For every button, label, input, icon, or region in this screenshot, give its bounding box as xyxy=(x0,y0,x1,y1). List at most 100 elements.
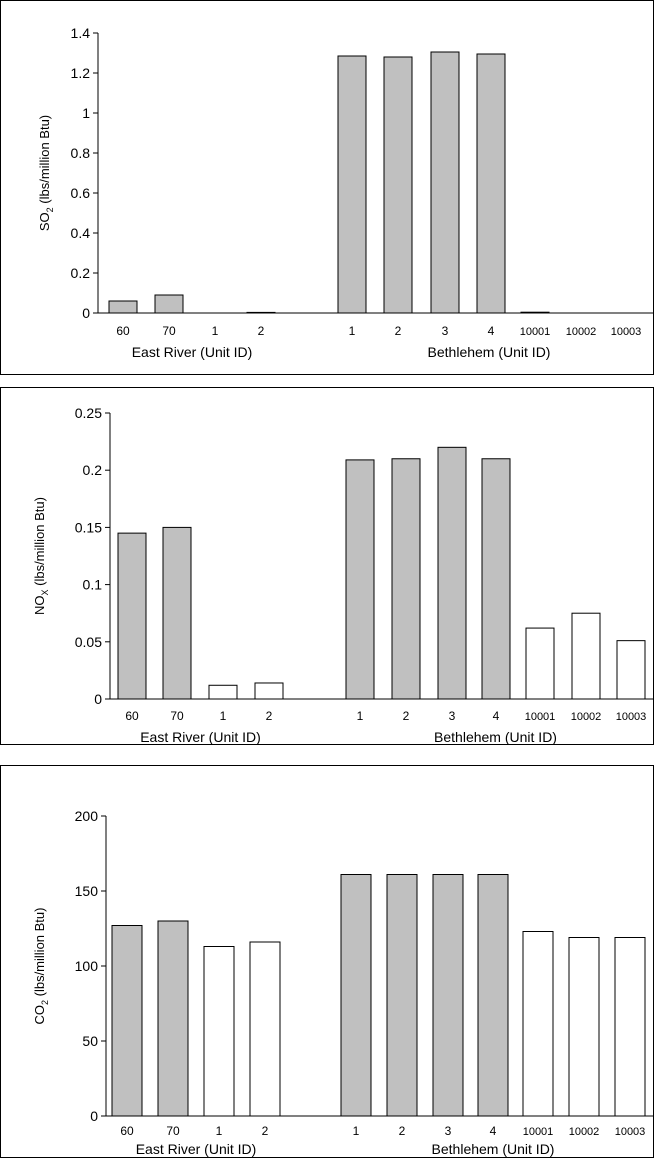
y-tick-label: 0.6 xyxy=(71,185,91,201)
y-axis-title-subscript: X xyxy=(40,589,50,595)
nox-chart-panel: 0 0.05 0.1 0.15 0.2 0.25 NOX (lbs/million Btu)… xyxy=(0,387,654,745)
y-tick-label: 0.25 xyxy=(75,405,102,421)
x-category-label: 10002 xyxy=(571,711,602,723)
so2-bar xyxy=(246,311,276,314)
x-category-label: 10001 xyxy=(525,711,556,723)
co2-bar xyxy=(157,920,189,1117)
x-group-label: East River (Unit ID) xyxy=(140,729,261,744)
y-tick-label: 0.05 xyxy=(75,634,102,650)
x-category-label: 70 xyxy=(170,709,184,723)
x-category-label: 60 xyxy=(116,324,130,338)
x-category-label: 1 xyxy=(357,709,364,723)
so2-bar xyxy=(520,311,550,314)
x-category-label: 4 xyxy=(488,324,495,338)
x-category-label: 1 xyxy=(220,709,227,723)
nox-bar xyxy=(208,684,238,700)
co2-bar xyxy=(614,937,646,1117)
y-axis-title-subscript: 2 xyxy=(45,207,55,212)
x-category-label: 4 xyxy=(490,1124,497,1138)
x-category-label: 2 xyxy=(399,1124,406,1138)
so2-chart-panel: 0 0.2 0.4 0.6 0.8 1 1.2 1.4 SO2 (lbs/million Btu… xyxy=(0,0,654,375)
y-tick-label: 150 xyxy=(75,883,99,899)
y-axis-title-rest: (lbs/million Btu) xyxy=(37,115,52,207)
y-tick-label: 1.2 xyxy=(71,65,91,81)
x-category-label: 2 xyxy=(262,1124,269,1138)
y-tick-label: 0 xyxy=(94,691,102,707)
nox-bar xyxy=(391,458,421,700)
y-axis-title-main: SO xyxy=(37,212,52,231)
y-tick-label: 0.1 xyxy=(83,577,103,593)
x-group-label: Bethlehem (Unit ID) xyxy=(428,344,551,360)
x-group-label: Bethlehem (Unit ID) xyxy=(432,1141,555,1157)
nox-bar xyxy=(117,532,147,700)
nox-bar xyxy=(525,627,555,700)
x-category-label: 1 xyxy=(349,324,356,338)
x-category-label: 1 xyxy=(216,1124,223,1138)
co2-bar xyxy=(340,874,372,1117)
so2-bar xyxy=(383,56,413,314)
x-category-label: 2 xyxy=(395,324,402,338)
y-axis-title-rest: (lbs/million Btu) xyxy=(32,497,47,589)
y-tick-label: 1 xyxy=(82,105,90,121)
y-axis-title-main: NO xyxy=(32,595,47,615)
y-tick-label: 50 xyxy=(82,1033,98,1049)
x-category-label: 70 xyxy=(162,324,176,338)
y-tick-label: 100 xyxy=(75,958,99,974)
co2-bar xyxy=(203,946,235,1117)
so2-bar xyxy=(108,300,138,314)
x-category-label: 3 xyxy=(445,1124,452,1138)
x-category-label: 4 xyxy=(493,709,500,723)
y-axis-title-subscript: 2 xyxy=(40,1000,50,1005)
x-category-label: 2 xyxy=(266,709,273,723)
x-group-label: East River (Unit ID) xyxy=(136,1141,257,1157)
co2-bar xyxy=(568,937,600,1117)
y-tick-label: 0.2 xyxy=(71,265,91,281)
y-tick-label: 200 xyxy=(75,808,99,824)
nox-bar-chart: 0 0.05 0.1 0.15 0.2 0.25 NOX (lbs/million Btu)… xyxy=(32,405,653,744)
x-category-label: 10001 xyxy=(520,326,551,338)
x-category-label: 2 xyxy=(258,324,265,338)
x-category-label: 2 xyxy=(403,709,410,723)
nox-bar xyxy=(571,612,601,700)
so2-bar xyxy=(154,294,184,314)
co2-bar xyxy=(386,874,418,1117)
x-category-label: 10003 xyxy=(611,326,642,338)
y-tick-label: 0.2 xyxy=(83,462,103,478)
x-category-label: 10002 xyxy=(569,1126,600,1138)
nox-bar xyxy=(254,682,284,700)
y-tick-label: 0 xyxy=(90,1108,98,1124)
y-axis-title-main: CO xyxy=(32,1005,47,1025)
nox-bar xyxy=(437,446,467,700)
x-category-label: 10003 xyxy=(616,711,647,723)
y-tick-label: 0 xyxy=(82,305,90,321)
y-tick-label: 0.8 xyxy=(71,145,91,161)
co2-bar xyxy=(477,874,509,1117)
y-tick-label: 0.15 xyxy=(75,519,102,535)
x-group-label: Bethlehem (Unit ID) xyxy=(434,729,557,744)
x-category-label: 10003 xyxy=(615,1126,646,1138)
so2-y-axis-title: SO2 (lbs/million Btu) xyxy=(37,115,55,231)
x-category-label: 3 xyxy=(449,709,456,723)
x-category-label: 60 xyxy=(120,1124,134,1138)
y-tick-label: 1.4 xyxy=(71,25,91,41)
x-category-label: 10002 xyxy=(566,326,597,338)
y-tick-label: 0.4 xyxy=(71,225,91,241)
co2-bar xyxy=(432,874,464,1117)
co2-bar xyxy=(522,931,554,1117)
x-category-label: 10001 xyxy=(523,1126,554,1138)
nox-bar xyxy=(162,526,192,700)
nox-y-axis-title: NOX (lbs/million Btu) xyxy=(32,497,50,615)
nox-bar xyxy=(345,459,375,700)
so2-bar xyxy=(337,55,367,314)
so2-bar xyxy=(476,53,506,314)
x-group-label: East River (Unit ID) xyxy=(132,344,253,360)
co2-bar xyxy=(111,925,143,1117)
co2-chart-panel: 0 50 100 150 200 CO2 (lbs/million Btu) 60 70 1 2 E… xyxy=(0,765,654,1158)
x-category-label: 1 xyxy=(212,324,219,338)
x-category-label: 3 xyxy=(442,324,449,338)
x-category-label: 60 xyxy=(125,709,139,723)
nox-bar xyxy=(481,458,511,700)
x-category-label: 70 xyxy=(166,1124,180,1138)
